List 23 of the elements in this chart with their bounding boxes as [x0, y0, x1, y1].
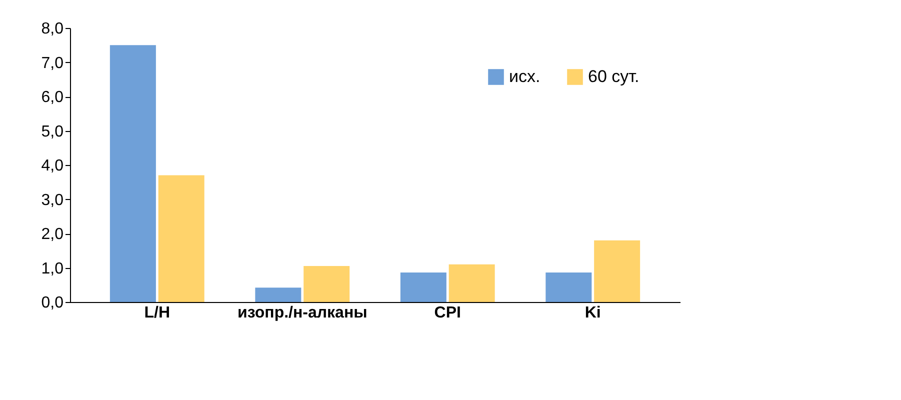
y-tick-label: 8,0 — [41, 20, 64, 38]
bar — [594, 240, 640, 302]
bar — [400, 272, 446, 302]
bar — [158, 175, 204, 302]
x-tick-label: Ki — [584, 304, 601, 322]
bar — [110, 45, 156, 302]
bar — [304, 266, 350, 302]
y-tick-label: 3,0 — [41, 192, 64, 209]
y-tick-label: 7,0 — [41, 54, 64, 72]
x-tick-label: CPI — [434, 304, 461, 322]
y-tick-label: 4,0 — [41, 158, 64, 174]
y-tick-label: 6,0 — [41, 89, 64, 106]
y-tick-label: 1,0 — [41, 260, 64, 278]
x-tick-label: L/H — [144, 304, 170, 322]
legend-label: исх. — [509, 67, 540, 86]
y-tick-label: 5,0 — [41, 123, 64, 140]
x-tick-label: изопр./н-алканы — [237, 304, 368, 322]
bar — [448, 264, 495, 302]
bar — [255, 288, 302, 302]
y-tick-label: 0,0 — [41, 294, 64, 312]
bar — [546, 272, 592, 302]
legend-label: 60 сут. — [588, 67, 640, 86]
y-tick-label: 2,0 — [41, 226, 64, 243]
